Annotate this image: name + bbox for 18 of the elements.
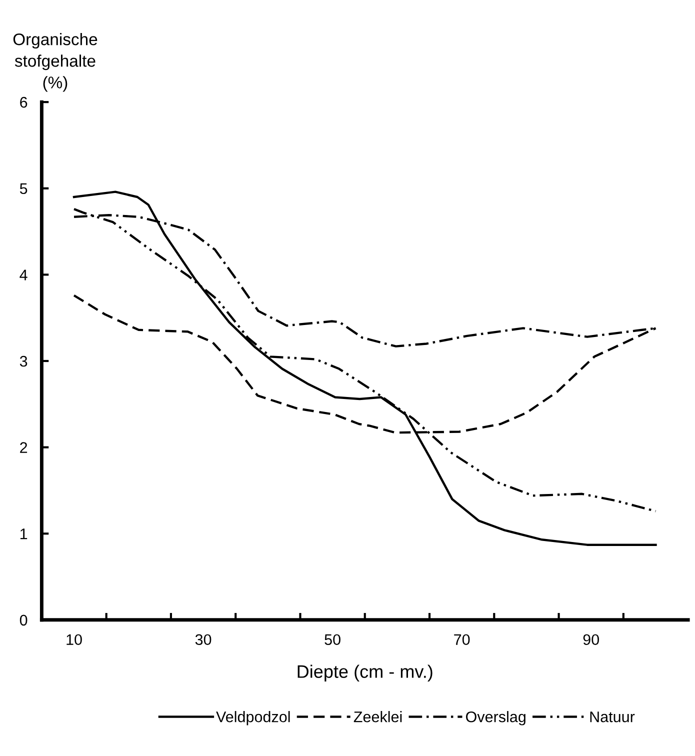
legend-label: Natuur [590,712,635,722]
x-tick-label: 10 [66,634,82,646]
x-tick-label: 90 [583,634,599,646]
legend-label: Overslag [466,711,526,726]
x-tick-label: 50 [324,634,340,646]
legend-label: Veldpodzol [216,711,290,726]
y-tick-label: 1 [20,528,28,540]
x-axis-title: Diepte (cm - mv.) [298,664,432,682]
x-tick-label: 30 [195,634,212,646]
y-tick-label: 5 [20,183,28,194]
legend-label: Zeeklei [354,711,402,722]
y-tick-label: 6 [20,96,28,108]
y-tick-label: 4 [20,270,28,280]
y-tick-label: 2 [20,442,28,453]
y-axis-title: Organische stofgehalte (%) [13,33,98,92]
y-tick-label: 3 [20,356,28,367]
y-tick-label: 0 [20,614,28,626]
x-tick-label: 70 [454,634,470,646]
